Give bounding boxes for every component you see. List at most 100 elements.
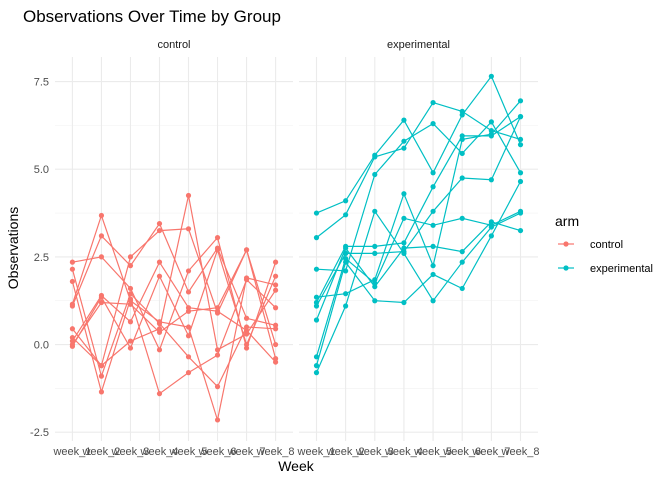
- data-point: [372, 152, 378, 158]
- data-point: [401, 250, 407, 256]
- y-tick-label: -2.5: [30, 427, 49, 439]
- data-point: [272, 341, 279, 348]
- y-tick-label: 5.0: [34, 164, 49, 176]
- panel-experimental: experimentalweek_1week_2week_3week_4week…: [297, 39, 540, 458]
- x-tick-label: week_8: [256, 446, 295, 458]
- y-axis-title: Observations: [5, 207, 21, 289]
- data-point: [185, 192, 192, 199]
- data-point: [69, 303, 76, 309]
- data-point: [517, 142, 524, 148]
- x-tick-label: week_4: [384, 446, 423, 458]
- data-point: [185, 226, 192, 232]
- data-point: [214, 247, 221, 253]
- legend-item-control: control: [558, 239, 623, 251]
- data-point: [214, 235, 221, 241]
- data-point: [430, 271, 436, 278]
- x-axis-title: Week: [278, 458, 315, 474]
- data-point: [372, 280, 378, 286]
- series-line: [315, 210, 521, 357]
- data-point: [459, 259, 465, 265]
- legend-item-experimental: experimental: [558, 263, 653, 275]
- data-point: [69, 259, 76, 265]
- data-point: [313, 363, 320, 369]
- data-point: [243, 327, 250, 334]
- legend-key-point: [563, 265, 569, 271]
- data-point: [98, 254, 105, 260]
- data-point: [156, 326, 163, 332]
- x-tick-label: week_7: [227, 446, 266, 458]
- data-point: [272, 259, 279, 265]
- data-point: [243, 315, 250, 321]
- legend-label: control: [590, 239, 623, 251]
- data-point: [313, 210, 320, 216]
- data-point: [127, 254, 134, 260]
- data-point: [156, 347, 163, 353]
- data-point: [343, 259, 349, 265]
- series-line: [71, 222, 276, 326]
- data-point: [127, 285, 134, 292]
- data-point: [372, 250, 378, 256]
- chart-title: Observations Over Time by Group: [23, 7, 281, 26]
- panel-control: controlweek_1week_2week_3week_4week_5wee…: [52, 39, 294, 458]
- x-tick-label: week_7: [471, 446, 510, 458]
- data-point: [98, 233, 105, 239]
- data-point: [185, 333, 192, 339]
- series-line: [71, 247, 277, 350]
- data-point: [488, 133, 494, 139]
- data-point: [430, 243, 436, 249]
- x-tick-label: week_3: [111, 446, 150, 458]
- series-line: [315, 116, 521, 303]
- x-tick-label: week_1: [52, 446, 91, 458]
- x-tick-label: week_5: [169, 446, 208, 458]
- data-point: [214, 352, 221, 358]
- data-point: [343, 245, 349, 251]
- data-point: [430, 184, 436, 190]
- data-point: [127, 345, 134, 351]
- series-line: [315, 221, 521, 321]
- data-point: [272, 282, 279, 288]
- series-line: [71, 195, 277, 367]
- series-line: [315, 209, 521, 373]
- data-point: [343, 198, 349, 204]
- data-point: [430, 99, 436, 106]
- data-point: [69, 278, 76, 285]
- x-tick-label: week_3: [355, 446, 394, 458]
- data-point: [517, 227, 524, 234]
- data-point: [459, 285, 465, 292]
- data-point: [401, 145, 407, 151]
- data-point: [272, 305, 279, 311]
- data-point: [488, 224, 494, 230]
- panels: controlweek_1week_2week_3week_4week_5wee…: [30, 39, 539, 458]
- data-point: [401, 245, 407, 251]
- data-point: [430, 170, 436, 176]
- data-point: [156, 227, 163, 234]
- data-point: [430, 121, 436, 127]
- legend-title: arm: [555, 213, 579, 229]
- data-point: [313, 354, 320, 360]
- data-point: [156, 391, 163, 397]
- data-point: [459, 249, 465, 255]
- y-tick-label: 2.5: [34, 252, 49, 264]
- x-tick-label: week_6: [442, 446, 481, 458]
- series-line: [315, 116, 522, 307]
- facet-label: experimental: [387, 39, 450, 51]
- data-point: [401, 215, 407, 221]
- data-point: [488, 73, 494, 79]
- data-point: [459, 215, 465, 221]
- data-point: [127, 319, 134, 325]
- data-point: [459, 112, 465, 118]
- data-point: [313, 370, 320, 376]
- data-point: [372, 208, 378, 214]
- series-line: [315, 181, 522, 366]
- data-point: [430, 263, 436, 269]
- data-point: [343, 291, 349, 297]
- data-point: [401, 191, 407, 197]
- data-point: [313, 317, 320, 323]
- data-point: [98, 373, 105, 379]
- data-point: [156, 259, 163, 265]
- data-point: [343, 303, 349, 309]
- series-line: [71, 248, 277, 345]
- facet-label: control: [157, 39, 190, 51]
- legend: arm control experimental: [555, 213, 653, 275]
